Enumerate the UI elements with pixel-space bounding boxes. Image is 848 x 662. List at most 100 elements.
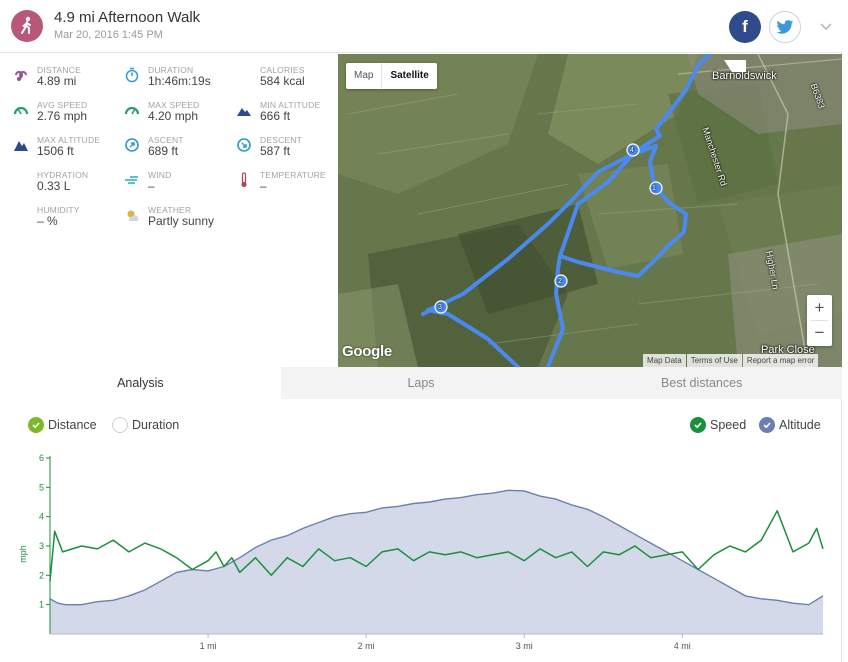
route-waypoints [434, 143, 663, 314]
satellite-imagery [338, 54, 842, 367]
thermometer-icon [241, 172, 247, 188]
map-park-label: Park Close [761, 344, 815, 356]
stat-max-speed: MAX SPEED 4.20 mph [124, 100, 229, 132]
stat-descent: DESCENT 587 ft [236, 135, 341, 167]
stat-label: HYDRATION [37, 170, 89, 180]
speedometer-icon [13, 106, 29, 115]
twitter-bird-icon [776, 19, 794, 34]
waypoint-2-label[interactable]: 2 [558, 278, 562, 285]
duration-axis-option[interactable]: Duration [112, 416, 179, 434]
y-tick-label: 6 [39, 453, 44, 463]
wind-icon [125, 176, 138, 184]
mountain-high-icon [14, 141, 28, 151]
stat-label: MAX ALTITUDE [37, 135, 101, 145]
y-tick-label: 4 [39, 512, 44, 522]
stopwatch-icon [125, 67, 139, 83]
twitter-share-button[interactable] [769, 11, 801, 43]
stat-label: DESCENT [260, 135, 303, 145]
distance-check-icon [28, 417, 44, 433]
map-type-satellite-button[interactable]: Satellite [381, 63, 436, 89]
stat-duration: DURATION 1h:46m:19s [124, 65, 229, 97]
facebook-share-button[interactable]: f [729, 11, 761, 43]
report-map-error-link[interactable]: Report a map error [742, 354, 819, 367]
x-tick-label: 4 mi [674, 641, 691, 651]
waypoint-3-label[interactable]: 3 [438, 304, 442, 311]
zoom-out-button[interactable]: − [814, 323, 825, 342]
stat-distance: DISTANCE 4.89 mi [13, 65, 118, 97]
stat-label: AVG SPEED [37, 100, 88, 110]
stat-humidity: HUMIDITY – % [13, 205, 118, 237]
stat-value: – [260, 179, 267, 193]
stat-hydration: HYDRATION 0.33 L [13, 170, 118, 202]
altitude-area [50, 490, 823, 634]
stat-label: MAX SPEED [148, 100, 200, 110]
map-footer: Map Data Terms of Use Report a map error [642, 354, 819, 367]
stat-label: MIN ALTITUDE [260, 100, 321, 110]
stat-value: 4.20 mph [148, 109, 199, 123]
activity-title: 4.9 mi Afternoon Walk [54, 9, 201, 26]
x-tick-label: 3 mi [516, 641, 533, 651]
water-drops-icon [13, 172, 29, 188]
stat-value: 666 ft [260, 109, 291, 123]
altitude-series-toggle[interactable]: Altitude [759, 416, 821, 434]
compass-up-icon [125, 138, 139, 152]
zoom-divider [811, 320, 828, 321]
speed-series-toggle[interactable]: Speed [690, 416, 746, 434]
speedometer-max-icon [124, 106, 140, 115]
chevron-down-icon[interactable] [818, 18, 834, 34]
speed-line [49, 510, 824, 582]
altitude-toggle-label: Altitude [779, 418, 821, 432]
zoom-control: + − [807, 295, 832, 346]
stat-weather: WEATHER Partly sunny [124, 205, 229, 237]
stat-label: TEMPERATURE [260, 170, 326, 180]
y-tick-label: 2 [39, 570, 44, 580]
map-type-control: Map Satellite [346, 63, 437, 89]
mountain-low-icon [237, 108, 251, 116]
distance-icon [14, 71, 28, 81]
duration-option-label: Duration [132, 418, 180, 432]
stat-label: DURATION [148, 65, 194, 75]
stat-value: – % [37, 214, 58, 228]
waypoint-1-label[interactable]: 1 [652, 185, 656, 192]
y-tick-label: 5 [39, 482, 44, 492]
map-data-link[interactable]: Map Data [643, 354, 686, 367]
distance-option-label: Distance [48, 418, 97, 432]
x-tick-label: 1 mi [200, 641, 217, 651]
walking-person-icon [11, 10, 43, 42]
tab-laps[interactable]: Laps [280, 367, 562, 399]
speed-toggle-label: Speed [710, 418, 747, 432]
compass-down-icon [237, 138, 251, 152]
altitude-check-icon [759, 417, 775, 433]
stat-value: 0.33 L [37, 179, 71, 193]
stat-label: DISTANCE [37, 65, 81, 75]
x-tick-label: 2 mi [358, 641, 375, 651]
google-logo: Google [342, 343, 392, 360]
tab-analysis[interactable]: Analysis [0, 367, 281, 399]
analysis-tabs: Analysis Laps Best distances [0, 367, 843, 399]
partly-sunny-icon [127, 210, 139, 221]
fullscreen-icon[interactable] [722, 58, 748, 74]
stat-temperature: TEMPERATURE – [236, 170, 341, 202]
stats-panel: DISTANCE 4.89 mi DURATION 1h:46m:19s CALORIE… [0, 54, 338, 367]
map-town-label: Barnoldswick [712, 70, 777, 82]
activity-header: 4.9 mi Afternoon Walk Mar 20, 2016 1:45 … [0, 0, 842, 53]
tab-best-distances[interactable]: Best distances [561, 367, 843, 399]
stat-value: 2.76 mph [37, 109, 88, 123]
stat-label: WIND [148, 170, 172, 180]
speed-altitude-chart[interactable]: 1 2 3 4 5 6 mph 1 mi 2 mi 3 mi 4 mi [0, 440, 842, 662]
stat-avg-speed: AVG SPEED 2.76 mph [13, 100, 118, 132]
distance-axis-option[interactable]: Distance [28, 416, 97, 434]
stat-wind: WIND – [124, 170, 229, 202]
stat-max-altitude: MAX ALTITUDE 1506 ft [13, 135, 118, 167]
waypoint-4-label[interactable]: 4 [630, 147, 634, 154]
map-type-map-button[interactable]: Map [354, 70, 374, 81]
speed-check-icon [690, 417, 706, 433]
stat-value: – [148, 179, 155, 193]
stat-value: Partly sunny [148, 214, 215, 228]
zoom-in-button[interactable]: + [814, 298, 825, 317]
route-map[interactable]: 1 2 3 4 Barnoldswick Park Close Manchest… [338, 54, 842, 367]
stat-value: 1h:46m:19s [148, 74, 211, 88]
stat-value: 1506 ft [37, 144, 74, 158]
terms-of-use-link[interactable]: Terms of Use [686, 354, 742, 367]
y-axis-label: mph [18, 545, 28, 563]
